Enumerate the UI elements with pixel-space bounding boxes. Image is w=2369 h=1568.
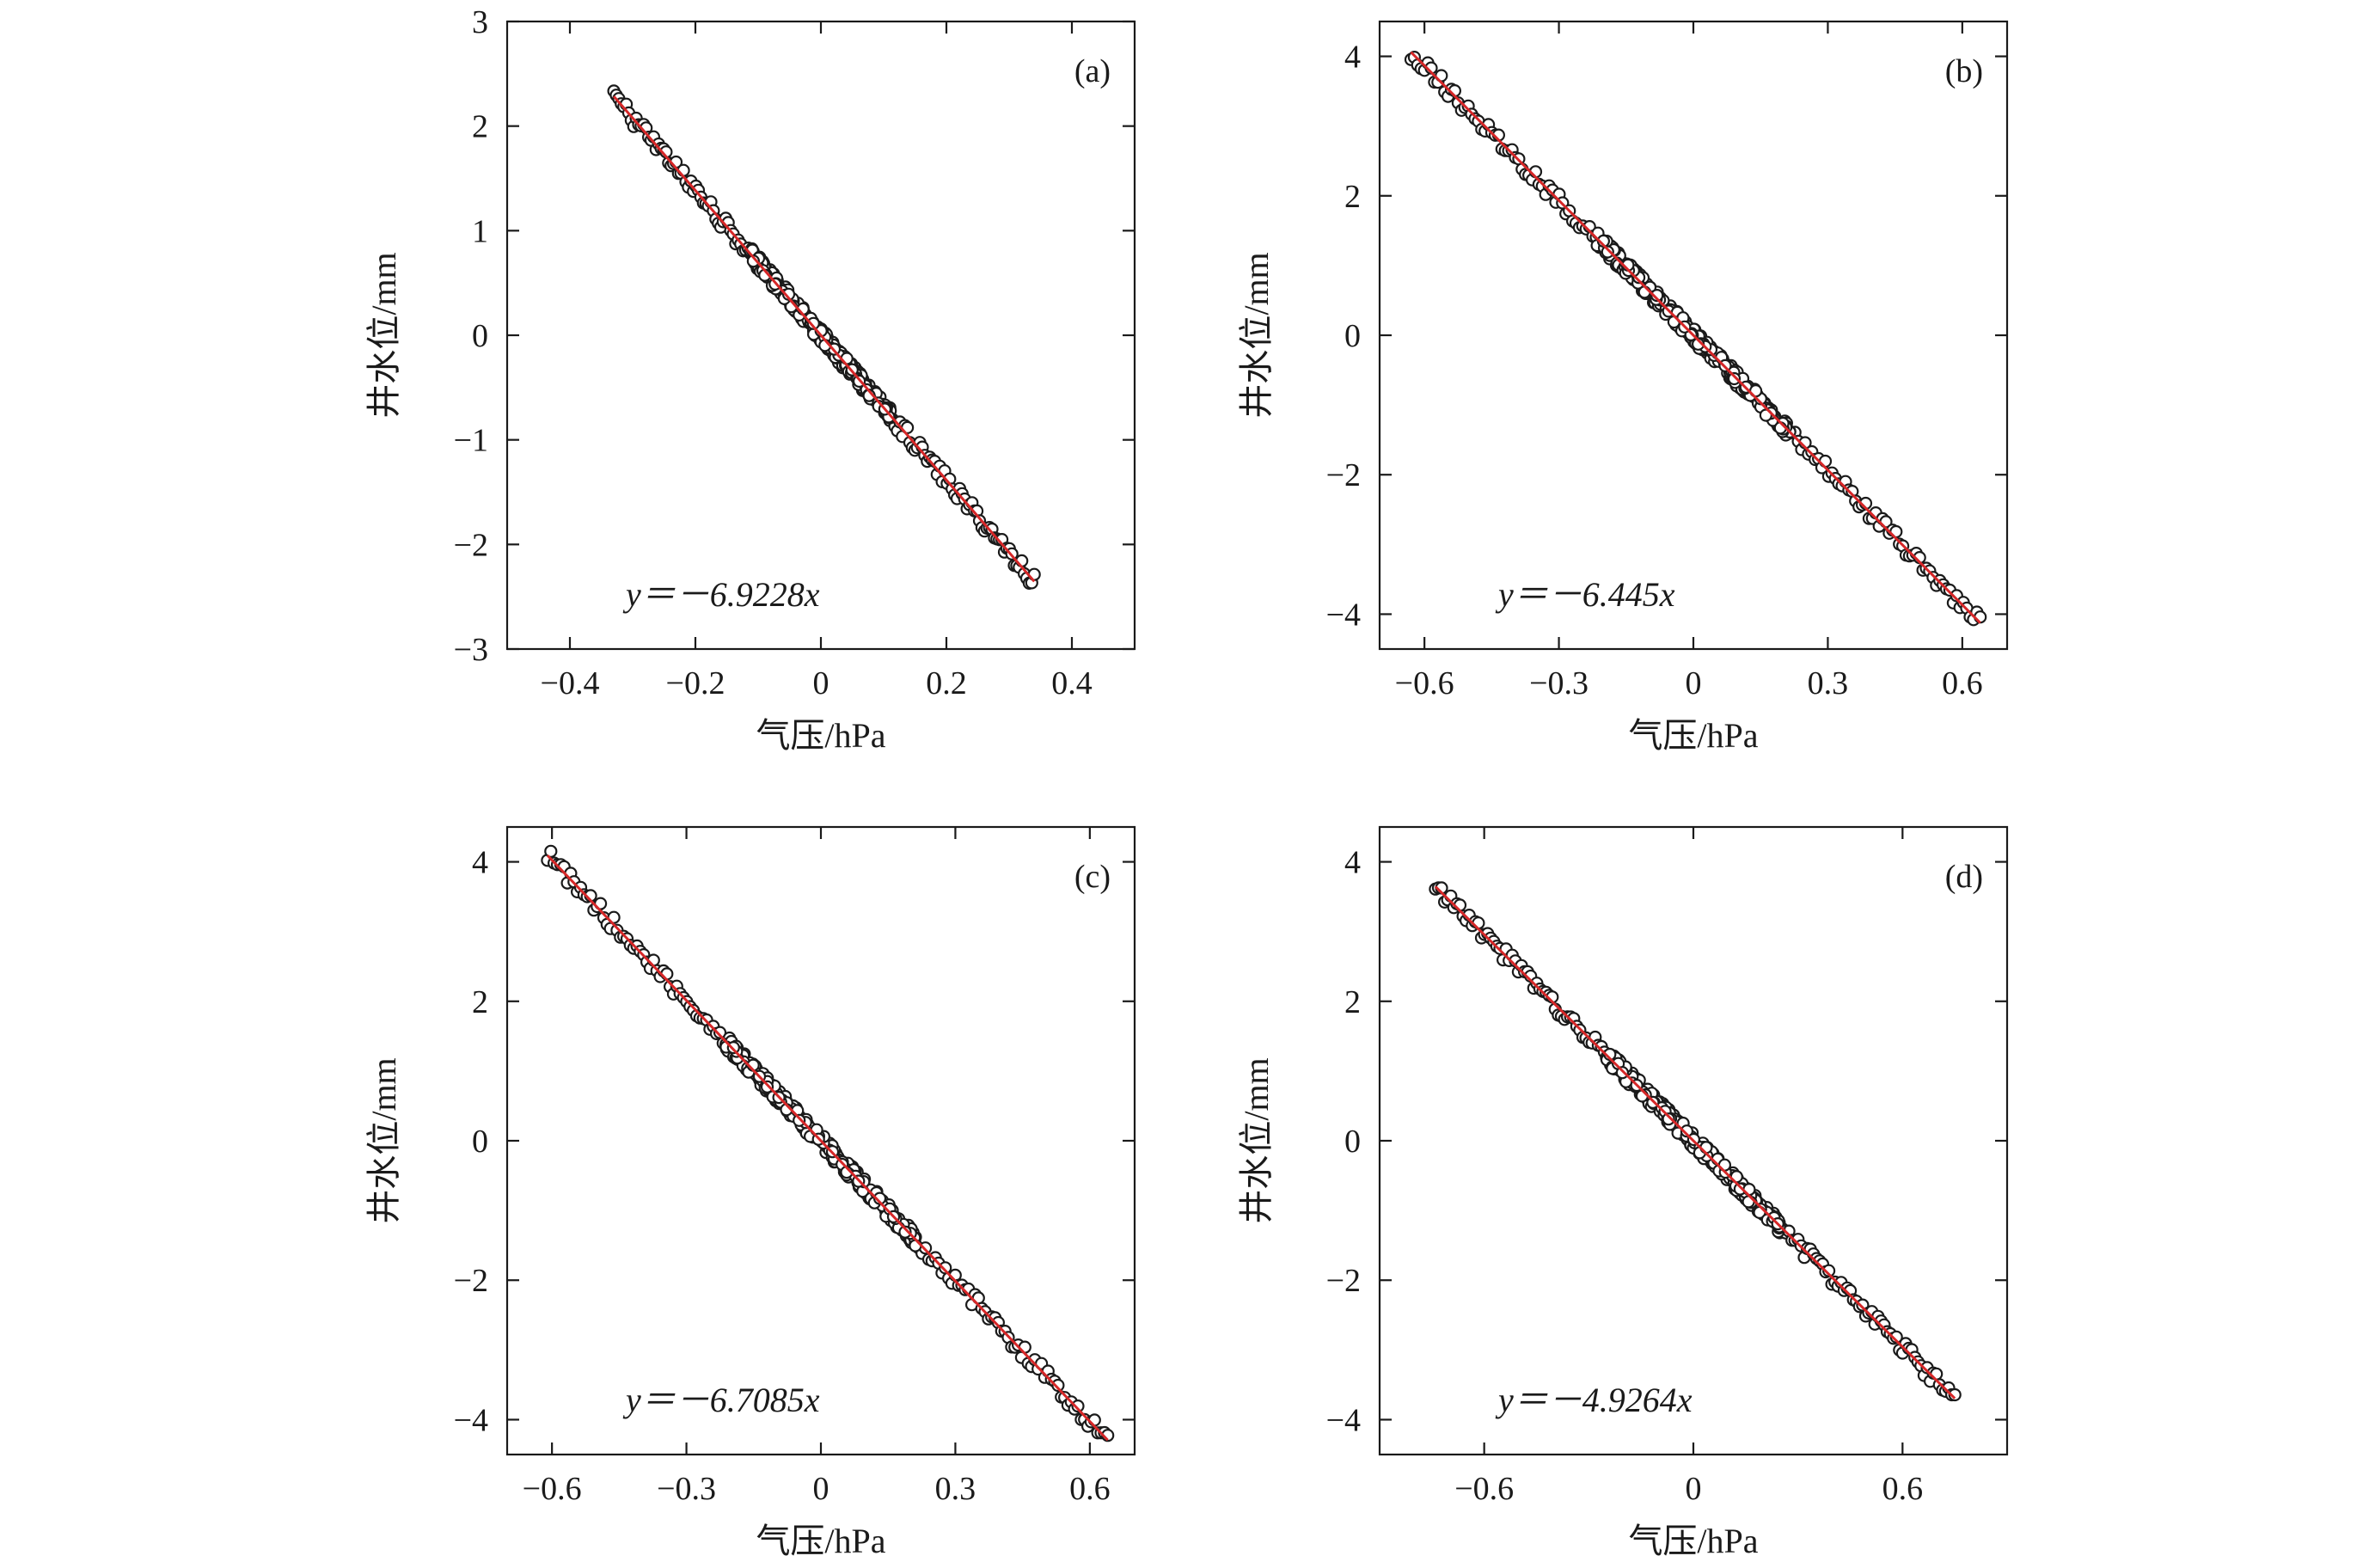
panel-label: (b) <box>1945 53 1983 89</box>
data-point <box>1948 1387 1962 1402</box>
y-tick-label: 2 <box>472 109 488 145</box>
data-point <box>1637 285 1651 299</box>
plot-frame <box>1378 825 2009 1456</box>
x-tick-label: −0.3 <box>1529 665 1589 701</box>
y-tick-label: 1 <box>472 213 488 249</box>
y-axis-title: 井水位/mm <box>1237 252 1276 418</box>
panel-label: (a) <box>1074 53 1111 89</box>
x-axis-title: 气压/hPa <box>756 716 885 755</box>
data-point <box>1662 1112 1675 1126</box>
panel-label: (d) <box>1945 859 1983 895</box>
y-tick-label: −2 <box>1326 457 1361 493</box>
x-axis-title: 气压/hPa <box>1628 716 1758 755</box>
data-point <box>1051 1378 1065 1393</box>
data-point <box>1699 1141 1713 1155</box>
plot-frame <box>505 825 1136 1456</box>
scatter-points <box>541 844 1115 1442</box>
y-tick-label: −4 <box>454 1402 488 1438</box>
fit-line <box>1410 51 1981 624</box>
y-tick-label: −4 <box>1326 1402 1361 1438</box>
data-point <box>1974 610 1987 624</box>
panel-c: −0.6 −0.3 0 0.3 0.6 −4 −2 0 2 4 (c) y＝－6.7085x 气压/hP… <box>364 825 1136 1560</box>
x-tick-label: 0.3 <box>935 1471 976 1507</box>
data-point <box>1472 916 1485 930</box>
data-point <box>760 1080 774 1093</box>
x-tick-label: 0.6 <box>1882 1471 1924 1507</box>
x-tick-label: 0.3 <box>1808 665 1849 701</box>
x-tick-label: 0.4 <box>1051 665 1093 701</box>
x-tick-label: 0 <box>813 1471 829 1507</box>
x-tick-label: −0.6 <box>1454 1471 1514 1507</box>
panel-b: −0.6 −0.3 0 0.3 0.6 −4 −2 0 2 4 (b) y＝－6.445x 气压/hPa… <box>1237 20 2009 755</box>
data-point <box>898 1225 912 1239</box>
data-point <box>544 844 558 858</box>
data-point <box>1727 371 1742 386</box>
x-tick-label: 0 <box>1686 1471 1702 1507</box>
fit-equation: y＝－6.9228x <box>622 575 820 614</box>
x-tick-label: −0.3 <box>657 1471 716 1507</box>
x-axis-title: 气压/hPa <box>756 1522 885 1560</box>
fit-line <box>546 854 1109 1442</box>
data-point <box>806 316 820 330</box>
x-tick-label: −0.6 <box>1395 665 1454 701</box>
data-point <box>793 1113 806 1127</box>
y-tick-label: 0 <box>472 1124 488 1160</box>
y-tick-label: −1 <box>454 423 488 459</box>
x-tick-label: 0.6 <box>1069 1471 1111 1507</box>
y-tick-label: −3 <box>454 632 488 668</box>
y-tick-label: 3 <box>472 4 488 40</box>
y-tick-label: −2 <box>1326 1263 1361 1299</box>
y-tick-label: 4 <box>1344 40 1361 76</box>
panel-label: (c) <box>1074 859 1111 895</box>
y-tick-label: 0 <box>1344 1124 1361 1160</box>
panel-a: −0.4 −0.2 0 0.2 0.4 −3 −2 −1 0 1 2 3 (a) y＝－6.9228x 气压… <box>364 4 1136 755</box>
x-tick-label: 0 <box>1686 665 1702 701</box>
x-tick-label: 0.2 <box>926 665 967 701</box>
y-tick-label: 2 <box>1344 179 1361 215</box>
data-point <box>1822 1264 1836 1277</box>
y-tick-label: 4 <box>1344 845 1361 881</box>
fit-equation: y＝－4.9264x <box>1495 1381 1693 1419</box>
x-tick-label: −0.2 <box>666 665 725 701</box>
data-point <box>1650 289 1664 303</box>
y-tick-label: −2 <box>454 1263 488 1299</box>
plot-frame <box>1378 20 2009 651</box>
data-point <box>1601 245 1614 259</box>
panel-d: −0.6 0 0.6 −4 −2 0 2 4 (d) y＝－4.9264x 气压/hPa 井水位/mm <box>1237 825 2009 1560</box>
data-point <box>1071 1399 1085 1413</box>
y-tick-label: 2 <box>1344 984 1361 1020</box>
y-tick-label: −2 <box>454 527 488 563</box>
data-point <box>1680 1124 1694 1138</box>
y-axis-title: 井水位/mm <box>364 252 403 418</box>
y-tick-label: 0 <box>1344 318 1361 354</box>
y-tick-label: −4 <box>1326 597 1361 633</box>
y-tick-label: 4 <box>472 845 488 881</box>
y-axis-title: 井水位/mm <box>1237 1057 1276 1223</box>
fit-line <box>1434 885 1956 1400</box>
x-tick-label: −0.4 <box>541 665 600 701</box>
plot-frame <box>505 20 1136 651</box>
y-tick-label: 2 <box>472 984 488 1020</box>
fit-line <box>612 95 1036 583</box>
data-point <box>660 967 674 981</box>
x-tick-label: −0.6 <box>523 1471 582 1507</box>
y-tick-label: 0 <box>472 318 488 354</box>
fit-equation: y＝－6.445x <box>1495 575 1675 614</box>
y-axis-title: 井水位/mm <box>364 1057 403 1223</box>
x-axis-title: 气压/hPa <box>1628 1522 1758 1560</box>
fit-equation: y＝－6.7085x <box>622 1381 820 1419</box>
x-tick-label: 0 <box>813 665 829 701</box>
x-tick-label: 0.6 <box>1942 665 1983 701</box>
